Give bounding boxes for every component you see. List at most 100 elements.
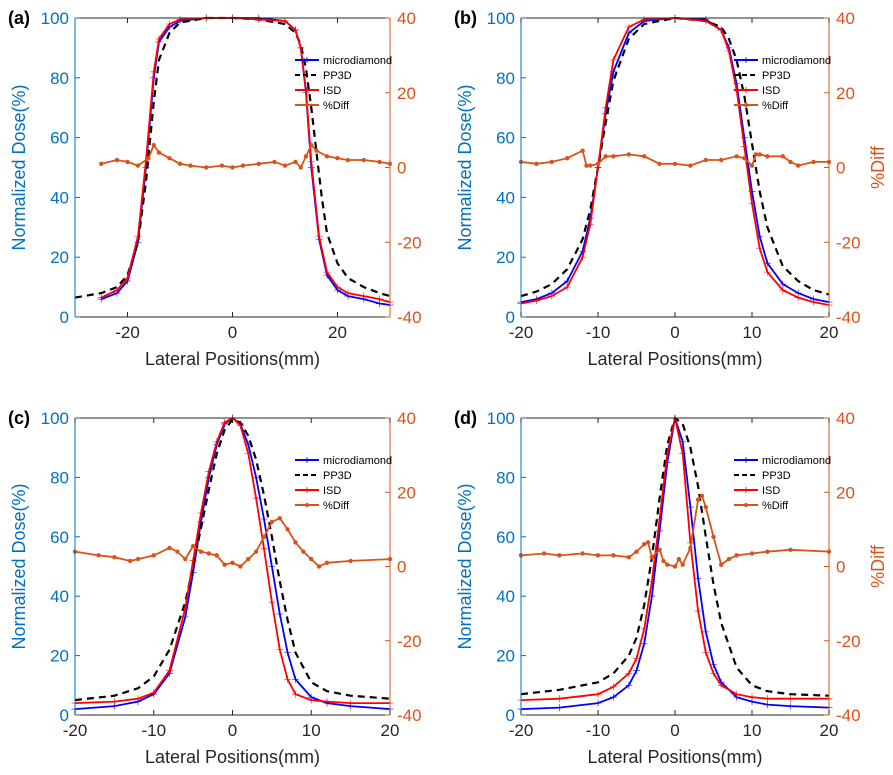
data-point bbox=[183, 556, 188, 562]
legend-marker bbox=[305, 503, 309, 507]
data-point bbox=[609, 56, 617, 64]
data-point bbox=[657, 547, 662, 552]
data-point bbox=[703, 504, 708, 510]
data-point bbox=[298, 165, 303, 170]
y-tick-label: 0 bbox=[506, 308, 515, 327]
data-point bbox=[219, 163, 225, 168]
data-point bbox=[125, 159, 130, 165]
data-point bbox=[276, 610, 284, 618]
y-tick-label: 80 bbox=[496, 69, 515, 88]
data-point bbox=[252, 494, 260, 502]
data-point bbox=[315, 232, 323, 240]
y-tick-label: 20 bbox=[496, 248, 515, 267]
legend-label: PP3D bbox=[323, 70, 352, 82]
legend-label: %Diff bbox=[762, 100, 789, 112]
legend-label: microdiamond bbox=[762, 455, 831, 467]
series-line-isd bbox=[74, 416, 390, 704]
data-point bbox=[579, 253, 587, 261]
data-point bbox=[204, 165, 209, 170]
x-tick-label: 10 bbox=[743, 721, 762, 740]
legend-marker bbox=[304, 57, 310, 63]
x-tick-label: -10 bbox=[586, 323, 611, 342]
y2-tick-label: 40 bbox=[836, 409, 855, 428]
data-point bbox=[763, 701, 771, 709]
legend-label: PP3D bbox=[762, 70, 791, 82]
data-point bbox=[292, 675, 299, 683]
data-point bbox=[611, 154, 616, 159]
y2-tick-label: -20 bbox=[836, 632, 861, 651]
x-axis-label: Lateral Positions(mm) bbox=[587, 349, 762, 369]
data-point bbox=[694, 607, 702, 615]
x-tick-label: 10 bbox=[302, 721, 321, 740]
data-point bbox=[175, 549, 180, 554]
y2-tick-label: -40 bbox=[836, 308, 861, 327]
data-point bbox=[293, 159, 298, 165]
data-point bbox=[748, 693, 756, 701]
data-point bbox=[717, 681, 725, 689]
data-point bbox=[188, 163, 193, 168]
x-tick-label: -10 bbox=[586, 721, 611, 740]
data-point bbox=[256, 161, 261, 166]
data-point bbox=[556, 695, 563, 703]
data-point bbox=[642, 154, 647, 159]
data-point bbox=[657, 161, 662, 166]
x-tick-label: -20 bbox=[509, 721, 534, 740]
legend-label: microdiamond bbox=[323, 455, 392, 467]
x-tick-label: 0 bbox=[670, 323, 679, 342]
legend-marker bbox=[744, 503, 748, 507]
data-point bbox=[260, 515, 268, 523]
data-point bbox=[633, 655, 640, 663]
data-point bbox=[277, 516, 282, 521]
y2-tick-label: 0 bbox=[397, 159, 406, 178]
x-tick-label: 20 bbox=[328, 323, 347, 342]
data-point bbox=[609, 693, 617, 701]
data-point bbox=[680, 562, 685, 567]
y-tick-label: 100 bbox=[41, 409, 69, 428]
data-point bbox=[626, 555, 631, 560]
data-point bbox=[609, 683, 617, 691]
data-point bbox=[679, 450, 687, 458]
data-point bbox=[345, 157, 351, 163]
y2-tick-label: -20 bbox=[397, 632, 422, 651]
data-point bbox=[377, 159, 382, 165]
data-point bbox=[733, 690, 741, 698]
data-point bbox=[284, 675, 292, 683]
y-tick-label: 0 bbox=[60, 706, 69, 725]
data-point bbox=[725, 47, 733, 55]
data-point bbox=[763, 695, 771, 703]
data-point bbox=[197, 509, 205, 517]
x-tick-label: 0 bbox=[670, 721, 679, 740]
data-point bbox=[323, 268, 331, 276]
x-tick-label: 0 bbox=[228, 323, 237, 342]
y-tick-label: 40 bbox=[50, 188, 69, 207]
data-point bbox=[276, 646, 284, 654]
data-point bbox=[151, 142, 156, 148]
data-point bbox=[565, 155, 570, 161]
data-point bbox=[595, 553, 601, 558]
y-tick-label: 60 bbox=[496, 129, 515, 148]
data-point bbox=[166, 20, 173, 28]
data-point bbox=[272, 159, 277, 165]
y-tick-label: 20 bbox=[496, 647, 515, 666]
data-point bbox=[711, 534, 716, 539]
y2-tick-label: -40 bbox=[397, 706, 422, 725]
data-point bbox=[694, 574, 702, 582]
data-point bbox=[649, 555, 655, 560]
y-tick-label: 60 bbox=[496, 528, 515, 547]
data-point bbox=[549, 159, 554, 165]
data-point bbox=[240, 163, 246, 168]
data-point bbox=[252, 473, 260, 481]
chart-panel-1: -20 -10 0 10 20020406080100-40-2002040Latera… bbox=[454, 8, 888, 369]
data-point bbox=[703, 157, 708, 163]
data-point bbox=[748, 199, 756, 207]
data-point bbox=[146, 155, 151, 161]
data-point bbox=[206, 551, 212, 556]
y-tick-label: 0 bbox=[506, 706, 515, 725]
data-point bbox=[584, 163, 589, 168]
y-axis-label: Normalized Dose(%) bbox=[455, 84, 475, 250]
data-point bbox=[323, 698, 331, 706]
data-point bbox=[261, 534, 267, 539]
x-tick-label: -20 bbox=[115, 323, 140, 342]
legend-marker bbox=[304, 457, 310, 463]
series-line-pp3d bbox=[74, 16, 391, 299]
